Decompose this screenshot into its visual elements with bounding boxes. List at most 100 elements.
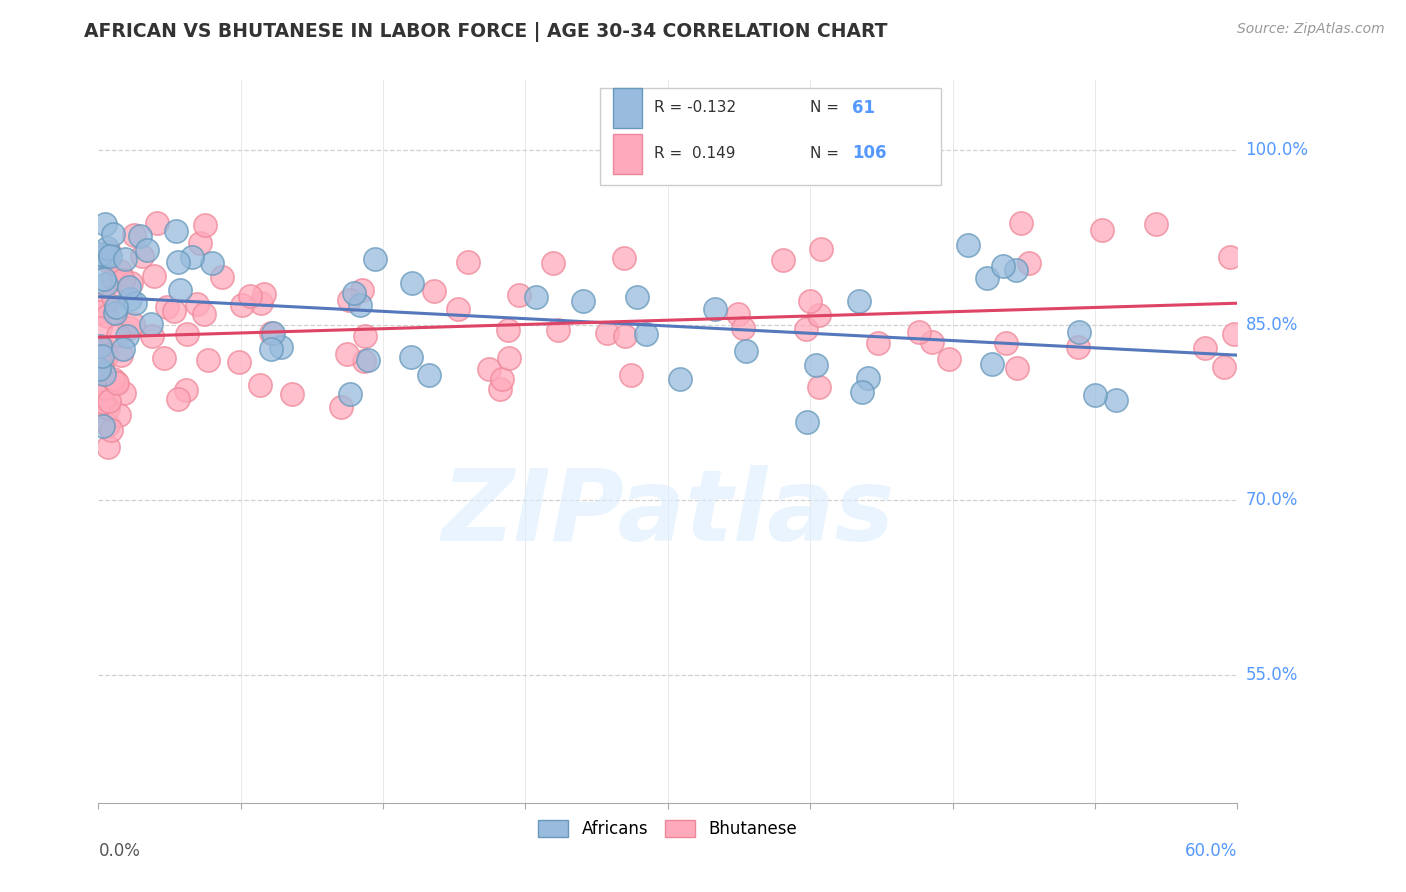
Point xyxy=(142,269,165,284)
Point xyxy=(799,294,821,309)
Point xyxy=(98,250,121,264)
Text: Source: ZipAtlas.com: Source: ZipAtlas.com xyxy=(1237,22,1385,37)
Point xyxy=(90,389,112,403)
Text: N =: N = xyxy=(810,146,839,161)
Point xyxy=(1105,392,1128,407)
Point xyxy=(201,255,224,269)
Point xyxy=(111,343,134,357)
Point xyxy=(1067,341,1090,355)
Point xyxy=(626,290,648,304)
Point xyxy=(108,409,131,423)
Point xyxy=(343,286,366,301)
Point xyxy=(89,250,111,264)
Point xyxy=(111,273,134,287)
Point xyxy=(188,236,211,251)
Text: 106: 106 xyxy=(852,145,887,162)
Point xyxy=(868,335,890,350)
Point xyxy=(980,358,1002,372)
Text: R = -0.132: R = -0.132 xyxy=(654,100,737,115)
Point xyxy=(572,293,595,308)
Point xyxy=(733,321,755,335)
Point xyxy=(103,306,125,320)
Point xyxy=(337,293,360,307)
Point xyxy=(96,310,118,324)
Point xyxy=(907,325,929,339)
Point xyxy=(806,358,828,372)
Point xyxy=(105,376,128,390)
Point xyxy=(524,290,547,304)
Point xyxy=(228,355,250,369)
Point xyxy=(478,362,501,376)
Point xyxy=(169,283,191,297)
Point xyxy=(135,243,157,257)
Text: N =: N = xyxy=(810,100,839,115)
Point xyxy=(357,353,380,368)
Point xyxy=(260,343,283,357)
Point xyxy=(139,318,162,332)
Point xyxy=(457,255,479,269)
Point xyxy=(174,383,197,397)
Point xyxy=(401,276,423,290)
Point xyxy=(491,372,513,386)
Text: ZIPatlas: ZIPatlas xyxy=(441,466,894,562)
Point xyxy=(93,343,115,357)
Text: 70.0%: 70.0% xyxy=(1246,491,1298,508)
Point xyxy=(93,352,115,367)
Point xyxy=(330,400,353,414)
Point xyxy=(89,305,111,319)
Point xyxy=(1005,263,1028,277)
Point xyxy=(93,367,115,381)
Point xyxy=(921,335,943,350)
Point xyxy=(508,287,530,301)
Point xyxy=(97,440,120,454)
Point xyxy=(703,301,725,316)
Point xyxy=(97,253,120,268)
Point xyxy=(772,253,794,268)
FancyBboxPatch shape xyxy=(613,88,641,128)
Point xyxy=(98,245,121,260)
Point xyxy=(596,326,619,340)
Point xyxy=(96,348,118,362)
Point xyxy=(796,322,818,336)
Point xyxy=(90,247,112,261)
Point xyxy=(117,329,139,343)
Point xyxy=(97,417,120,432)
Point xyxy=(87,362,110,376)
Point xyxy=(231,298,253,312)
Text: AFRICAN VS BHUTANESE IN LABOR FORCE | AGE 30-34 CORRELATION CHART: AFRICAN VS BHUTANESE IN LABOR FORCE | AG… xyxy=(84,22,887,42)
FancyBboxPatch shape xyxy=(613,134,641,174)
Text: 85.0%: 85.0% xyxy=(1246,316,1298,334)
Point xyxy=(193,307,215,321)
Point xyxy=(103,271,125,285)
Point xyxy=(349,298,371,312)
Point xyxy=(91,354,114,368)
Point xyxy=(104,375,127,389)
Point xyxy=(176,327,198,342)
Point xyxy=(104,300,127,314)
Point xyxy=(399,350,422,364)
Point xyxy=(1223,327,1246,342)
Point xyxy=(91,394,114,409)
Point xyxy=(131,249,153,263)
Point xyxy=(91,368,114,382)
Point xyxy=(350,284,373,298)
Point xyxy=(1018,255,1040,269)
Point xyxy=(270,340,292,354)
Point xyxy=(97,394,120,409)
Point xyxy=(101,371,124,385)
Point xyxy=(808,308,831,322)
Point xyxy=(163,304,186,318)
Point xyxy=(90,349,112,363)
Point xyxy=(100,423,122,437)
Point xyxy=(262,326,284,340)
Point xyxy=(107,328,129,343)
Point xyxy=(938,352,960,367)
Point xyxy=(118,280,141,294)
Point xyxy=(93,349,115,363)
Point xyxy=(167,392,190,406)
FancyBboxPatch shape xyxy=(599,87,941,185)
Point xyxy=(89,321,111,335)
Point xyxy=(239,289,262,303)
Text: 61: 61 xyxy=(852,99,876,117)
Point xyxy=(1213,360,1236,375)
